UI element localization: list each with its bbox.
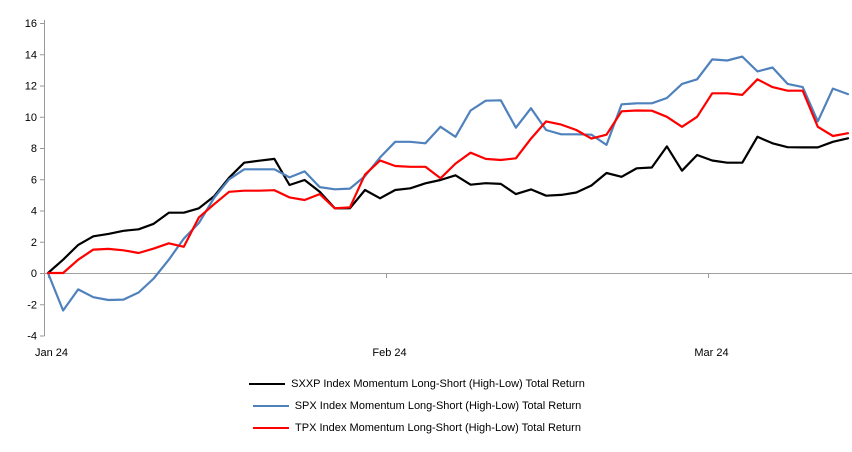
series-line-tpx [46, 78, 850, 275]
y-tick-label: 0 [31, 268, 37, 280]
legend-item-tpx: TPX Index Momentum Long-Short (High-Low)… [253, 417, 581, 439]
y-tick-label: -2 [27, 299, 37, 311]
y-tick-label: -4 [27, 331, 37, 343]
y-tick-label: 8 [31, 143, 37, 155]
y-tick-label: 10 [25, 112, 37, 124]
legend-line-sample-tpx [253, 427, 290, 429]
series-line-sxxp [46, 135, 850, 275]
y-tick-label: 2 [31, 237, 37, 249]
legend-label-tpx: TPX Index Momentum Long-Short (High-Low)… [295, 422, 581, 434]
legend-label-spx: SPX Index Momentum Long-Short (High-Low)… [294, 400, 582, 412]
y-tick-label: 16 [25, 18, 37, 30]
legend-line-sample-sxxp [249, 383, 286, 385]
y-tick-label: 6 [31, 174, 37, 186]
y-tick-label: 12 [25, 81, 37, 93]
series-line-spx [46, 55, 850, 312]
x-tick-label: Mar 24 [694, 347, 728, 359]
legend-item-sxxp: SXXP Index Momentum Long-Short (High-Low… [249, 373, 585, 395]
legend-item-spx: SPX Index Momentum Long-Short (High-Low)… [252, 395, 582, 417]
y-tick-label: 14 [25, 49, 37, 61]
x-tick-label: Jan 24 [35, 347, 68, 359]
y-tick-label: 4 [31, 206, 37, 218]
legend: SXXP Index Momentum Long-Short (High-Low… [0, 373, 852, 439]
legend-line-sample-spx [252, 405, 289, 407]
x-tick-label: Feb 24 [372, 347, 406, 359]
legend-label-sxxp: SXXP Index Momentum Long-Short (High-Low… [291, 378, 585, 390]
